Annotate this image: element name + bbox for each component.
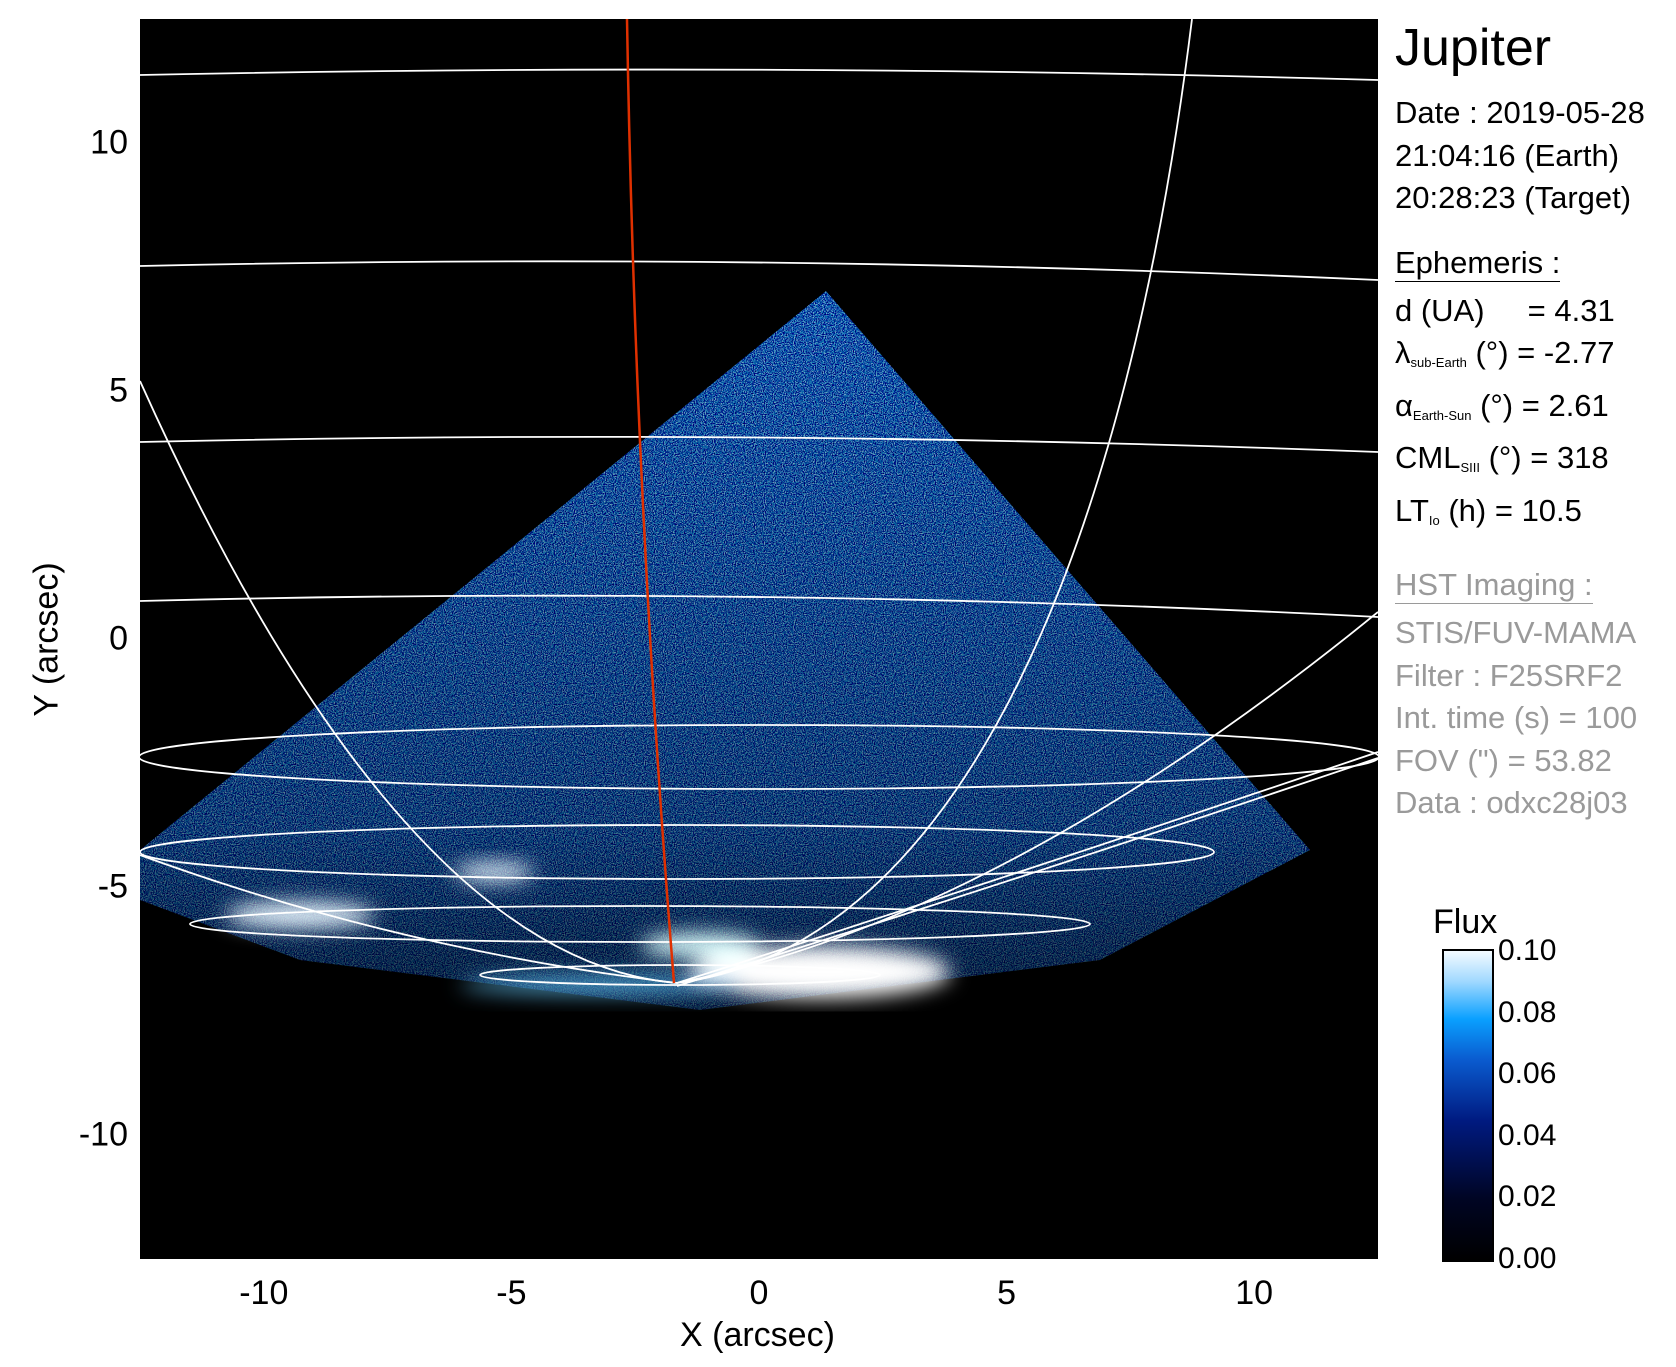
lt-value: (h) = 10.5 xyxy=(1439,492,1582,528)
lambda-value: (°) = -2.77 xyxy=(1466,335,1615,370)
latlon-grid xyxy=(138,18,1380,987)
ephemeris-header: Ephemeris : xyxy=(1395,244,1561,282)
cml-subscript: SIII xyxy=(1460,460,1480,475)
io-local-time: LTIo (h) = 10.5 xyxy=(1395,490,1645,543)
central-meridian-line xyxy=(625,18,676,984)
unit-sup: -1 xyxy=(1295,1029,1311,1043)
date-text: Date : 2019-05-28 xyxy=(1395,95,1645,130)
lt-symbol: LT xyxy=(1395,492,1429,528)
colorbar-tick-label: 0.00 xyxy=(1498,1242,1557,1275)
earth-time-text: 21:04:16 (Earth) xyxy=(1395,137,1620,173)
x-tick-label: -10 xyxy=(239,1274,289,1312)
colorbar-tick-label: 0.08 xyxy=(1498,995,1557,1029)
lambda-subscript: sub-Earth xyxy=(1410,355,1467,370)
colorbar-title: Flux xyxy=(1433,903,1498,941)
int-time-text: Int. time (s) = 100 xyxy=(1395,700,1638,735)
cml: CMLSIII (°) = 318 xyxy=(1395,437,1645,490)
dataset-text: Data : odxc28j03 xyxy=(1395,785,1628,820)
colorbar xyxy=(1442,949,1494,1262)
unit-text: (counts.s xyxy=(1293,1042,1326,1165)
x-tick-label: -5 xyxy=(496,1274,527,1312)
alpha-value: (°) = 2.61 xyxy=(1471,387,1609,423)
planet-title: Jupiter xyxy=(1395,19,1552,77)
phase-angle: αEarth-Sun (°) = 2.61 xyxy=(1395,385,1645,438)
alpha-subscript: Earth-Sun xyxy=(1412,407,1472,423)
x-tick-label: 10 xyxy=(1235,1274,1274,1312)
x-axis-label: X (arcsec) xyxy=(680,1316,835,1354)
y-axis-label: Y (arcsec) xyxy=(27,562,66,717)
cml-symbol: CML xyxy=(1395,440,1461,475)
alpha-symbol: α xyxy=(1395,387,1413,423)
x-tick-label: 5 xyxy=(997,1274,1017,1312)
lt-subscript: Io xyxy=(1428,512,1440,528)
plot-area xyxy=(138,18,1380,1259)
colorbar-tick-label: 0.10 xyxy=(1498,934,1557,967)
unit-close: ) xyxy=(1293,1019,1326,1030)
lambda-symbol: λ xyxy=(1395,335,1411,370)
y-tick-label: 0 xyxy=(109,619,128,658)
auroral-image xyxy=(138,18,1380,1010)
colorbar-tick-label: 0.06 xyxy=(1498,1057,1557,1091)
y-tick-label: 5 xyxy=(109,371,128,410)
colorbar-unit-label: (counts.s-1) xyxy=(1293,1020,1327,1164)
y-tick-label: -10 xyxy=(78,1115,128,1154)
colorbar-tick-label: 0.04 xyxy=(1498,1118,1557,1152)
x-tick-label: 0 xyxy=(749,1274,769,1312)
instrument-text: STIS/FUV-MAMA xyxy=(1395,615,1637,650)
cml-value: (°) = 318 xyxy=(1479,440,1609,475)
target-time-text: 20:28:23 (Target) xyxy=(1395,180,1632,215)
sub-earth-latitude: λsub-Earth (°) = -2.77 xyxy=(1395,332,1645,385)
hst-header: HST Imaging : xyxy=(1395,567,1593,604)
y-tick-label: 10 xyxy=(90,123,128,162)
distance-text: d (UA) = 4.31 xyxy=(1395,292,1615,328)
fov-text: FOV (") = 53.82 xyxy=(1395,742,1612,778)
y-tick-label: -5 xyxy=(97,867,128,906)
colorbar-tick-label: 0.02 xyxy=(1498,1180,1557,1214)
filter-text: Filter : F25SRF2 xyxy=(1395,657,1623,693)
info-panel: Jupiter Date : 2019-05-28 21:04:16 (Eart… xyxy=(1395,18,1645,825)
